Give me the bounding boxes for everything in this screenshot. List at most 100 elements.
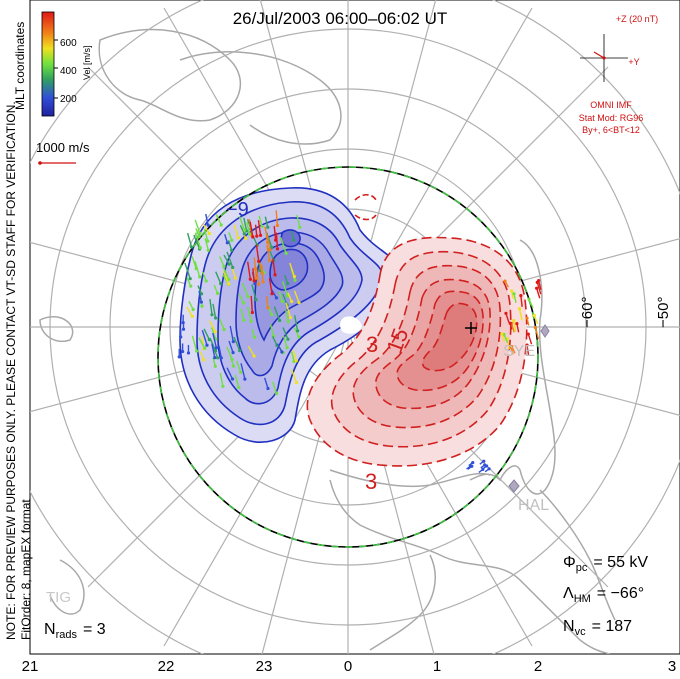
vector-origin xyxy=(274,296,279,300)
velocity-vector xyxy=(240,308,245,321)
vector-origin xyxy=(205,343,209,347)
vector-origin xyxy=(261,280,265,284)
velocity-vector xyxy=(272,258,276,275)
vector-origin xyxy=(227,277,231,282)
vector-origin xyxy=(230,377,235,381)
velocity-vector xyxy=(250,295,254,313)
velocity-vector xyxy=(226,251,234,268)
vector-origin xyxy=(266,386,270,391)
velocity-vector xyxy=(251,284,257,300)
velocity-vector xyxy=(273,225,277,241)
velocity-vector xyxy=(198,290,203,303)
vector-origin xyxy=(275,223,279,228)
vector-origin xyxy=(537,278,541,283)
vector-origin xyxy=(241,301,246,305)
vector-origin xyxy=(177,355,181,359)
mlt-label: 2 xyxy=(534,658,542,674)
velocity-vector xyxy=(254,224,258,237)
vector-origin xyxy=(207,231,211,236)
vector-origin xyxy=(237,385,241,390)
vector-origin xyxy=(222,264,226,268)
mlt-label: 21 xyxy=(22,658,39,674)
velocity-vector xyxy=(201,330,208,346)
velocity-vector xyxy=(184,262,191,279)
vector-origin xyxy=(280,350,284,354)
velocity-vector xyxy=(215,214,222,226)
vector-origin xyxy=(213,316,218,320)
vector-origin xyxy=(244,236,248,240)
vector-origin xyxy=(253,282,257,286)
velocity-vector xyxy=(270,288,278,299)
velocity-vector xyxy=(219,372,224,387)
vector-origin xyxy=(519,294,523,298)
velocity-vector xyxy=(226,346,233,360)
vector-origin xyxy=(198,275,202,279)
vector-origin xyxy=(221,384,225,388)
cross-polar-potential: Φpc = 55 kV xyxy=(563,554,648,574)
velocity-vector xyxy=(229,325,234,342)
potential-max-marker xyxy=(465,322,477,334)
mlt-label: 0 xyxy=(344,658,352,674)
mlt-label: 22 xyxy=(158,658,175,674)
velocity-vector xyxy=(186,306,193,317)
velocity-vectors xyxy=(177,210,542,473)
velocity-vector xyxy=(271,335,278,346)
vector-origin xyxy=(190,314,194,318)
velocity-vector xyxy=(211,343,216,358)
mlt-label: 3 xyxy=(668,658,676,674)
velocity-vector xyxy=(215,271,222,284)
velocity-vector xyxy=(222,270,230,285)
vector-origin xyxy=(186,351,191,355)
velocity-vector xyxy=(296,214,301,228)
watermark-note: NOTE: FOR PREVIEW PURPOSES ONLY. PLEASE … xyxy=(4,101,18,640)
velocity-vector xyxy=(527,333,533,345)
vector-origin xyxy=(527,297,531,301)
velocity-vector xyxy=(518,308,523,321)
vector-origin xyxy=(247,232,252,236)
velocity-vector xyxy=(191,335,198,352)
velocity-vector xyxy=(255,244,260,262)
fit-order-note: FitOrder: 8, mapEX format xyxy=(19,499,33,640)
vector-origin xyxy=(510,289,514,293)
velocity-vector xyxy=(289,262,296,277)
vector-origin xyxy=(260,224,264,228)
imf-y-label: +Y xyxy=(628,57,639,67)
velocity-vector xyxy=(264,226,269,243)
lat-label: −50° xyxy=(655,297,672,328)
vector-origin xyxy=(515,321,519,326)
vector-origin xyxy=(526,332,530,336)
velocity-vector xyxy=(236,360,242,373)
station-hal: HAL xyxy=(508,479,549,514)
radar-count: Nrads = 3 xyxy=(44,621,106,641)
vector-origin xyxy=(194,267,198,271)
velocity-vector xyxy=(212,303,217,319)
velocity-vector xyxy=(263,377,269,389)
vector-origin xyxy=(216,356,220,360)
velocity-vector xyxy=(281,281,289,296)
reference-vector-label: 1000 m/s xyxy=(36,140,90,155)
velocity-vector xyxy=(273,306,281,321)
contour-label: 3 xyxy=(366,332,378,357)
velocity-vector xyxy=(278,291,283,302)
velocity-vector xyxy=(246,221,251,235)
coordinate-label: MLT coordinates xyxy=(13,22,27,110)
vector-origin xyxy=(293,278,297,282)
velocity-vector xyxy=(228,340,234,353)
velocity-vector xyxy=(536,282,542,295)
velocity-vector xyxy=(291,351,295,362)
mlt-axis: 21 22 23 0 1 2 3 xyxy=(22,658,677,675)
vector-origin xyxy=(199,300,203,304)
velocity-vector xyxy=(282,327,289,340)
vector-origin xyxy=(286,320,290,324)
vector-origin xyxy=(274,238,278,242)
colorbar-tick: 600 xyxy=(60,38,77,49)
velocity-vector xyxy=(275,210,279,226)
vector-origin xyxy=(198,231,202,235)
vector-origin xyxy=(254,276,258,280)
vector-origin xyxy=(231,340,235,344)
velocity-vector xyxy=(258,215,263,227)
vector-origin xyxy=(252,354,256,358)
vector-origin xyxy=(292,238,296,242)
vector-origin xyxy=(258,233,263,237)
vector-origin xyxy=(487,467,491,471)
